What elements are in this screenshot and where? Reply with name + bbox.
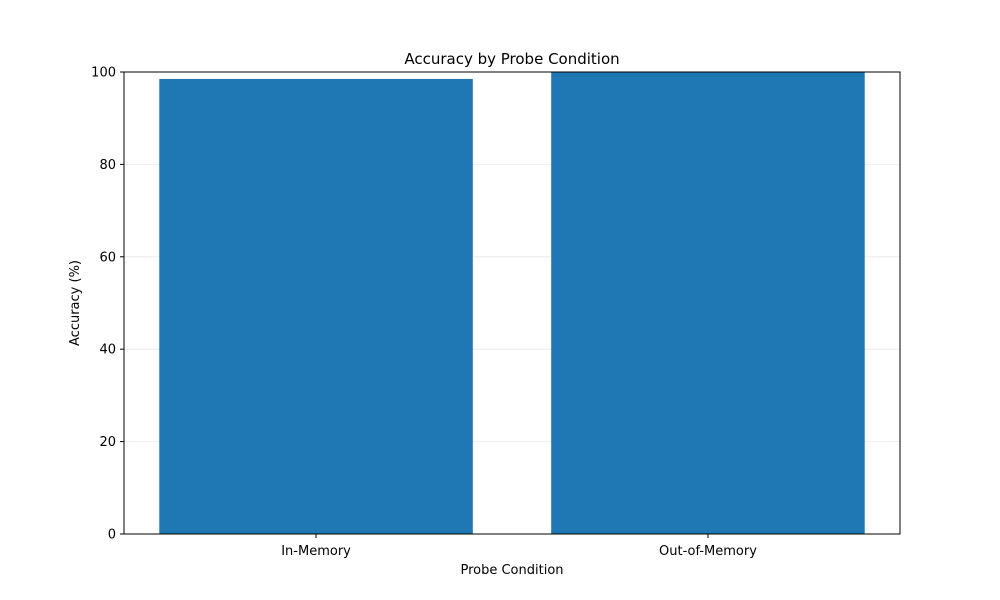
- chart-title: Accuracy by Probe Condition: [404, 50, 619, 68]
- y-tick-label: 100: [91, 66, 116, 81]
- y-axis-ticks: 0 20 40 60 80 100: [91, 66, 124, 543]
- y-axis-label: Accuracy (%): [68, 260, 83, 346]
- x-tick-label: Out-of-Memory: [659, 544, 757, 559]
- y-tick-label: 40: [99, 343, 116, 358]
- y-tick-label: 80: [99, 158, 116, 173]
- y-tick-label: 0: [108, 528, 116, 543]
- y-tick-label: 20: [99, 435, 116, 450]
- bar: [159, 78, 473, 535]
- plot-frame: [123, 71, 901, 535]
- x-tick-label: In-Memory: [281, 544, 351, 559]
- bars: [159, 72, 865, 535]
- x-axis-ticks: In-Memory Out-of-Memory: [281, 534, 757, 559]
- x-axis-label: Probe Condition: [460, 563, 563, 578]
- bar: [551, 72, 865, 534]
- y-tick-label: 60: [99, 250, 116, 265]
